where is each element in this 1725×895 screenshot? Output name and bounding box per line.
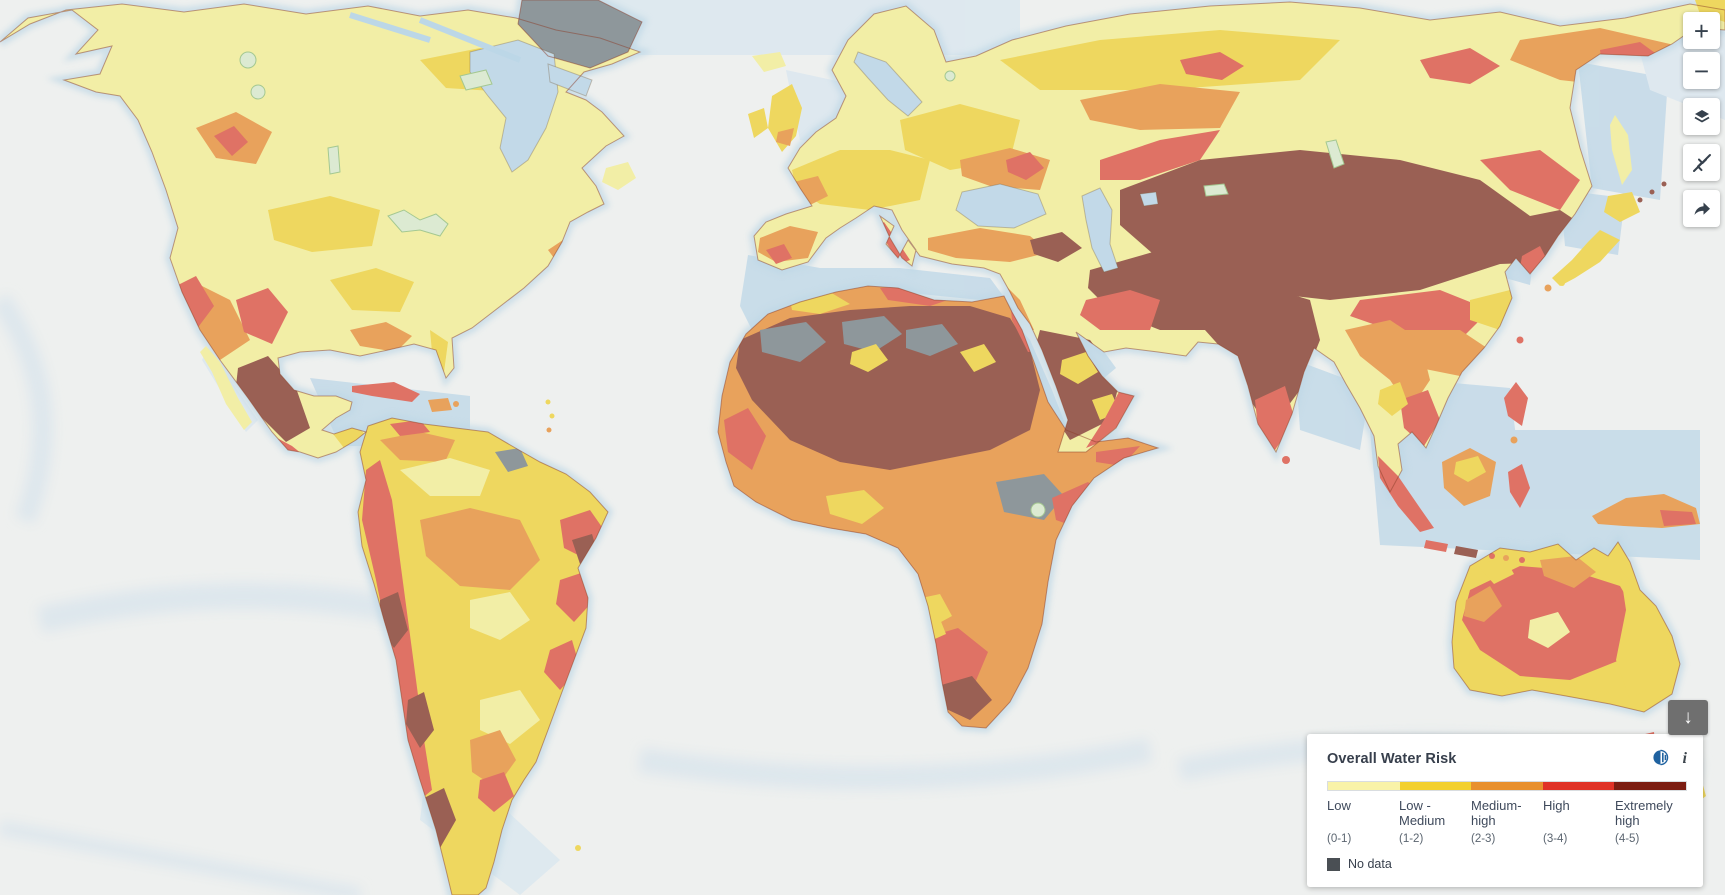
legend-gradient-bar: [1327, 781, 1687, 791]
no-data-swatch: [1327, 857, 1340, 871]
legend-label-extremely-high: Extremely high: [1615, 798, 1673, 829]
map-controls: + −: [1683, 12, 1720, 227]
legend-range-low-medium: (1-2): [1399, 833, 1424, 845]
legend-title: Overall Water Risk: [1327, 751, 1457, 767]
risk-patches-australia: [1462, 556, 1668, 706]
legend-no-data-row: No data: [1327, 857, 1687, 871]
info-button[interactable]: i: [1683, 750, 1687, 768]
legend-swatch-extremely-high: [1614, 782, 1686, 790]
legend-swatch-low-medium: [1399, 782, 1472, 790]
lakes: [239, 51, 1345, 518]
legend-swatch-low: [1328, 782, 1400, 790]
legend-range-medium-high: (2-3): [1471, 833, 1496, 845]
legend-label-low: Low: [1327, 798, 1351, 813]
layers-icon: [1692, 107, 1712, 127]
risk-patches-south-america: [362, 420, 604, 848]
legend-panel: Overall Water Risk i: [1307, 734, 1703, 887]
opacity-icon: [1652, 749, 1669, 769]
legend-label-medium-high: Medium-high: [1471, 798, 1522, 829]
share-button[interactable]: [1683, 190, 1720, 227]
legend-range-low: (0-1): [1327, 833, 1352, 845]
legend-range-high: (3-4): [1543, 833, 1568, 845]
legend-swatch-medium-high: [1471, 782, 1543, 790]
opacity-button[interactable]: [1652, 749, 1669, 769]
collapse-arrows-icon: [1691, 152, 1713, 174]
share-icon: [1691, 198, 1713, 220]
islands: [352, 0, 1725, 851]
info-icon: i: [1682, 750, 1687, 767]
legend-swatch-high: [1542, 782, 1615, 790]
no-data-label: No data: [1348, 857, 1392, 871]
legend-label-high: High: [1543, 798, 1570, 813]
collapse-button[interactable]: [1683, 144, 1720, 181]
layers-button[interactable]: [1683, 98, 1720, 135]
legend-label-low-medium: Low - Medium: [1399, 798, 1446, 829]
legend-range-extremely-high: (4-5): [1615, 833, 1640, 845]
zoom-out-button[interactable]: −: [1683, 52, 1720, 89]
zoom-in-button[interactable]: +: [1683, 12, 1720, 49]
legend-download-button[interactable]: ↓: [1668, 700, 1708, 735]
inner-seas: [349, 12, 1159, 273]
legend-labels: Low (0-1) Low - Medium (1-2) Medium-high…: [1327, 798, 1687, 845]
